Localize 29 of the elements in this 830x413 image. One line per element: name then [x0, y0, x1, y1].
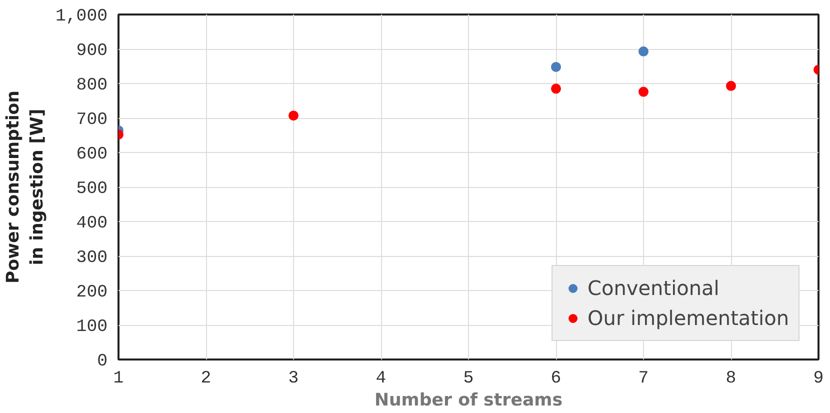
y-tick-label: 800 [76, 76, 108, 96]
x-tick-label: 3 [288, 370, 299, 388]
y-tick-label: 300 [76, 249, 108, 268]
y-axis-title: Power consumption in ingestion [W] [4, 90, 48, 284]
y-tick-label: 700 [76, 111, 108, 130]
point [726, 80, 736, 91]
x-tick-label: 8 [726, 370, 736, 388]
y-tick-label: 200 [76, 284, 108, 302]
y-tick-label: 0 [97, 352, 108, 372]
x-tick-label: 7 [638, 370, 649, 388]
point [551, 84, 561, 94]
x-tick-label: 2 [200, 370, 212, 388]
legend-label: Our implementation [588, 306, 789, 330]
y-tick-label: 500 [76, 180, 108, 199]
point [551, 62, 561, 72]
point [638, 46, 648, 56]
x-tick-label: 5 [463, 370, 474, 388]
x-tick-label: 4 [376, 370, 386, 388]
point [638, 86, 648, 97]
y-tick-label: 1,000 [56, 8, 108, 26]
x-tick-label: 6 [550, 370, 562, 388]
y-tick-label: 400 [76, 214, 108, 234]
y-tick-label: 600 [76, 146, 108, 164]
x-tick-label: 1 [113, 370, 124, 388]
y-tick-label: 900 [76, 42, 108, 61]
y-tick-label: 100 [76, 318, 108, 337]
legend-label: Conventional [588, 276, 720, 300]
x-tick-label: 9 [813, 370, 824, 388]
x-axis-title: Number of streams [374, 390, 563, 410]
